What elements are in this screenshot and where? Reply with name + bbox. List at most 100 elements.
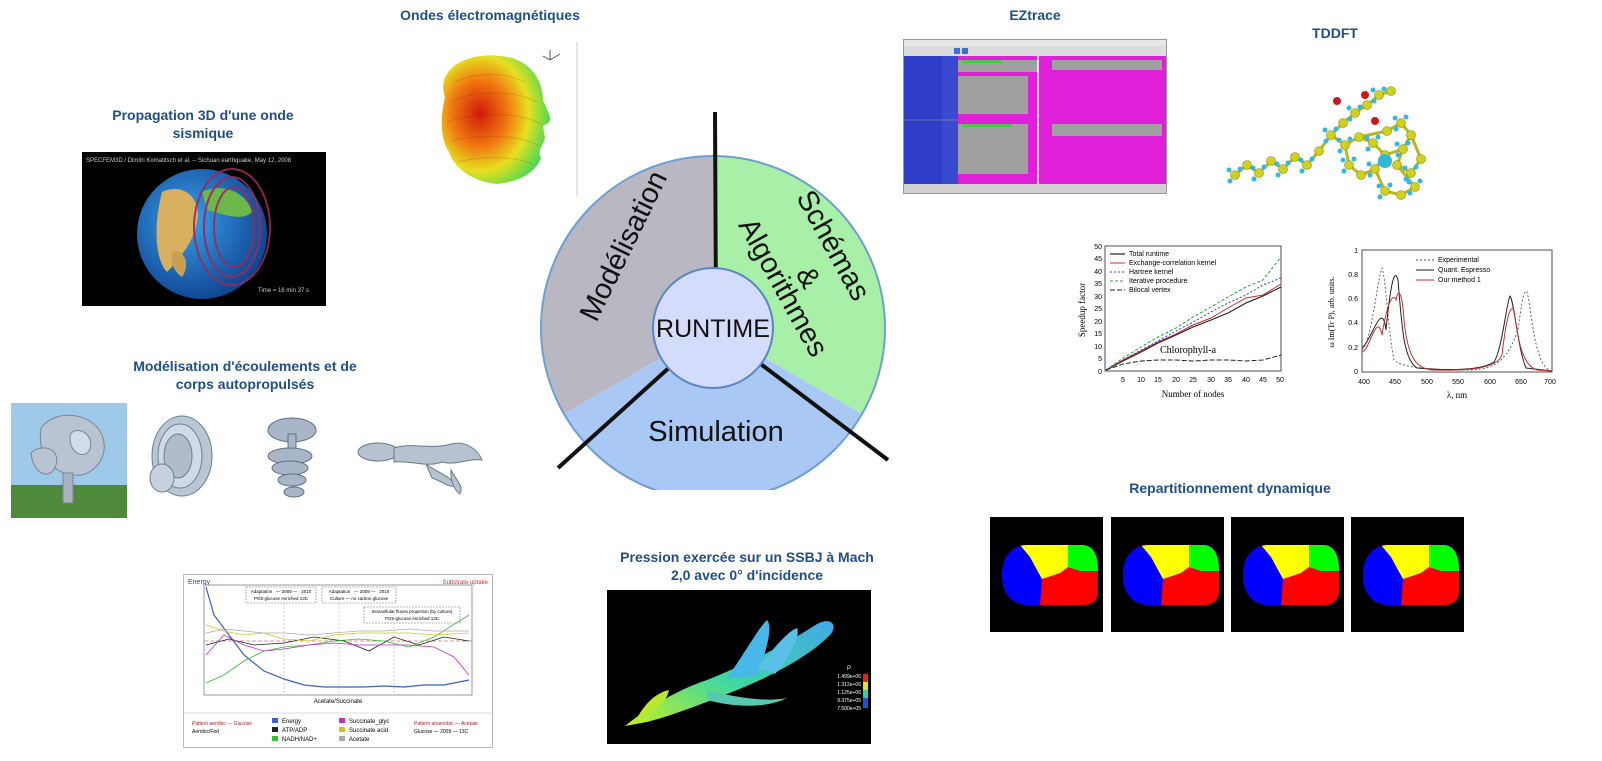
spectrum-series-experimental bbox=[1361, 266, 1553, 372]
molecule-hydrogen bbox=[1377, 194, 1383, 200]
speedup-ytick-0: 0 bbox=[1098, 369, 1102, 376]
metabolism-legend-succinate: Succinate_glyc bbox=[349, 719, 389, 725]
em-head-image bbox=[425, 42, 595, 197]
molecule-hydrogen bbox=[1323, 138, 1329, 144]
molecule-hydrogen bbox=[1275, 172, 1281, 178]
molecule-hydrogen bbox=[1406, 179, 1412, 185]
metabolism-footer-right-1: Pattern anaerobic — Acetate bbox=[414, 721, 478, 727]
molecule-carbon bbox=[1338, 118, 1348, 128]
molecule-hydrogen bbox=[1347, 116, 1353, 122]
speedup-series-hartree bbox=[1105, 277, 1282, 371]
molecule-carbon bbox=[1406, 168, 1416, 178]
metabolism-legend-acetate: Acetate bbox=[349, 737, 370, 743]
spectrum-legend-method1: Our method 1 bbox=[1438, 277, 1481, 284]
runtime-core bbox=[652, 267, 774, 389]
speedup-ytick-50: 50 bbox=[1094, 244, 1102, 251]
speedup-ytick-30: 30 bbox=[1094, 294, 1102, 301]
repartition-panel-3 bbox=[1231, 517, 1344, 632]
molecule-hydrogen bbox=[1393, 126, 1399, 132]
title-pression: Pression exercée sur un SSBJ à Mach 2,0 … bbox=[620, 549, 874, 583]
tddft-molecule-image bbox=[1225, 65, 1435, 225]
ssbj-tick-2: 1.125e+06 bbox=[837, 690, 861, 696]
metabolism-legend-atp: ATP/ADP bbox=[282, 728, 307, 734]
molecule-hydrogen bbox=[1417, 178, 1423, 184]
speedup-xtick-20: 20 bbox=[1172, 377, 1180, 384]
molecule-hydrogen bbox=[1261, 164, 1267, 170]
molecule-carbon bbox=[1242, 160, 1252, 170]
repartition-panel-2 bbox=[1111, 517, 1224, 632]
speedup-xtick-40: 40 bbox=[1242, 377, 1250, 384]
molecule-hydrogen bbox=[1309, 156, 1315, 162]
spectrum-ylabel: ω Im(Tr P), arb. units. bbox=[1327, 277, 1336, 348]
molecule-hydrogen bbox=[1366, 161, 1372, 167]
speedup-ytick-35: 35 bbox=[1094, 281, 1102, 288]
metabolism-box3-line2: PG5-glucose enriched 13C bbox=[385, 616, 440, 621]
spectrum-xtick-700: 700 bbox=[1544, 379, 1556, 386]
ssbj-tick-0: 1.499e+06 bbox=[837, 674, 861, 680]
molecule-hydrogen bbox=[1226, 167, 1232, 173]
speedup-ytick-15: 15 bbox=[1094, 331, 1102, 338]
metabolism-legend-energy: Energy bbox=[282, 719, 301, 725]
molecule-hydrogen bbox=[1274, 161, 1280, 167]
spectrum-xtick-600: 600 bbox=[1484, 379, 1496, 386]
flow-simulation-image-3 bbox=[252, 412, 332, 504]
title-ondes: Ondes électromagnétiques bbox=[400, 7, 580, 23]
speedup-series-total bbox=[1105, 286, 1282, 371]
metabolism-footer-left-2: Aerobic/Fed bbox=[192, 729, 219, 735]
ssbj-colorbar-label: P bbox=[847, 666, 851, 672]
spectrum-series-method1 bbox=[1361, 292, 1553, 372]
molecule-carbon bbox=[1374, 90, 1384, 100]
molecule-hydrogen bbox=[1395, 152, 1401, 158]
metabolism-series-energy bbox=[205, 586, 470, 688]
speedup-ytick-45: 45 bbox=[1094, 256, 1102, 263]
seismic-caption: SPECFEM3D / Dimitri Komatitsch et al. --… bbox=[86, 158, 292, 164]
speedup-ylabel: Speedup factor bbox=[1077, 283, 1087, 337]
metabolism-box2-line2: Culture — no carbon glucose bbox=[330, 596, 389, 601]
metabolism-box3-line1: Intracellular fluxes projection (by cult… bbox=[372, 609, 453, 614]
speedup-legend-hartree: Hartree kernel bbox=[1129, 269, 1174, 276]
spectrum-ytick-04: 0.4 bbox=[1348, 320, 1358, 327]
metabolism-series-acetate bbox=[205, 628, 469, 636]
spectrum-ytick-08: 0.8 bbox=[1348, 272, 1358, 279]
metabolism-box2-line1: Adaptation — 2009 — 2010 bbox=[329, 589, 390, 594]
speedup-xtick-45: 45 bbox=[1259, 377, 1267, 384]
molecule-carbon bbox=[1302, 160, 1312, 170]
molecule-hydrogen bbox=[1405, 140, 1411, 146]
spectrum-xtick-450: 450 bbox=[1389, 379, 1401, 386]
molecule-carbon bbox=[1340, 140, 1350, 150]
molecule-hydrogen bbox=[1357, 104, 1363, 110]
speedup-ytick-40: 40 bbox=[1094, 269, 1102, 276]
molecule-hydrogen bbox=[1336, 137, 1342, 143]
metabolism-chart: Energy Substrate uptake Adaptation — 200… bbox=[183, 574, 493, 748]
molecule-hydrogen bbox=[1340, 157, 1346, 163]
title-propagation: Propagation 3D d'une onde sismique bbox=[112, 107, 294, 141]
molecule-hydrogen bbox=[1387, 182, 1393, 188]
metabolism-box1-line1: Adaptation — 2009 — 2010 bbox=[251, 589, 312, 594]
molecule-carbon bbox=[1386, 86, 1396, 96]
spectrum-ytick-1: 1 bbox=[1354, 248, 1358, 255]
molecule-carbon bbox=[1380, 186, 1390, 196]
speedup-xtick-5: 5 bbox=[1121, 377, 1125, 384]
molecule-hydrogen bbox=[1403, 114, 1409, 120]
molecule-carbon bbox=[1290, 152, 1300, 162]
metabolism-legend-nadh: NADH/NAD+ bbox=[282, 737, 317, 743]
simulation-label: Simulation bbox=[648, 416, 783, 448]
speedup-series-xc bbox=[1105, 283, 1282, 371]
molecule-hydrogen bbox=[1392, 115, 1398, 121]
speedup-xlabel: Number of nodes bbox=[1162, 389, 1225, 399]
molecule-carbon bbox=[1350, 108, 1360, 118]
flow-simulation-image-1 bbox=[11, 403, 127, 518]
molecule-carbon bbox=[1368, 138, 1378, 148]
spectrum-xtick-550: 550 bbox=[1452, 379, 1464, 386]
molecule-carbon bbox=[1370, 164, 1380, 174]
spectrum-xlabel: λ, nm bbox=[1447, 390, 1467, 400]
molecule-carbon bbox=[1230, 170, 1240, 180]
flow-simulation-image-2 bbox=[142, 408, 222, 508]
speedup-xtick-30: 30 bbox=[1207, 377, 1215, 384]
molecule-carbon bbox=[1398, 144, 1408, 154]
molecule-hydrogen bbox=[1365, 146, 1371, 152]
wheel-sector-simulation bbox=[564, 328, 862, 490]
molecule-hydrogen bbox=[1227, 178, 1233, 184]
seismic-time: Time = 16 min 37 s bbox=[258, 288, 309, 294]
molecule-hydrogen bbox=[1347, 136, 1353, 142]
